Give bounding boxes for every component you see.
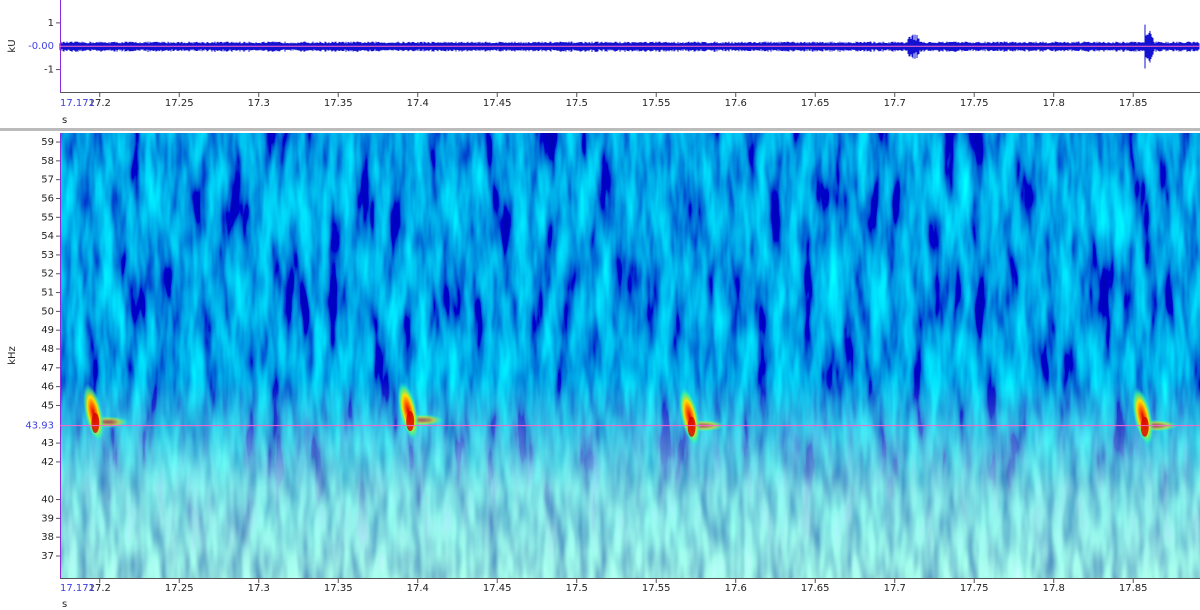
x-tick-label: 17.5 xyxy=(566,583,588,594)
waveform-panel xyxy=(0,0,1200,128)
y-tick-label: 43.93 xyxy=(25,421,54,432)
x-tick-label: 17.55 xyxy=(642,583,671,594)
y-tick-label: -0.00 xyxy=(28,41,54,52)
y-tick-label: 1 xyxy=(48,18,54,29)
y-tick-label: 39 xyxy=(41,513,54,524)
y-tick-label: 57 xyxy=(41,175,54,186)
x-tick-label: 17.4 xyxy=(407,583,429,594)
y-tick-label: 59 xyxy=(41,137,54,148)
x-tick-label: 17.7 xyxy=(884,583,906,594)
y-tick-label: 37 xyxy=(41,551,54,562)
x-tick-label: 17.75 xyxy=(960,98,989,109)
call-event xyxy=(82,383,130,443)
x-tick-label: 17.8 xyxy=(1043,98,1065,109)
y-tick-label: 55 xyxy=(41,212,54,223)
spectrogram-low-band xyxy=(60,133,1200,578)
y-tick-label: -1 xyxy=(44,65,54,76)
x-cursor-label: 17.172 xyxy=(60,98,95,109)
x-tick-label: 17.65 xyxy=(801,98,830,109)
y-tick-label: 49 xyxy=(41,325,54,336)
y-tick-label: 50 xyxy=(41,306,54,317)
x-tick-label: 17.3 xyxy=(248,583,270,594)
y-tick-label: 54 xyxy=(41,231,54,242)
y-tick-label: 47 xyxy=(41,363,54,374)
x-tick-label: 17.2 xyxy=(89,98,111,109)
call-core xyxy=(406,411,415,432)
x-tick-label: 17.35 xyxy=(324,98,353,109)
y-tick-label: 42 xyxy=(41,457,54,468)
call-core xyxy=(1140,416,1149,437)
x-axis-label: s xyxy=(62,599,67,610)
x-tick-label: 17.25 xyxy=(165,583,194,594)
x-cursor-label: 17.172 xyxy=(60,583,95,594)
x-tick-label: 17.4 xyxy=(407,98,429,109)
y-tick-label: 53 xyxy=(41,250,54,261)
x-tick-label: 17.25 xyxy=(165,98,194,109)
x-tick-label: 17.3 xyxy=(248,98,270,109)
x-tick-label: 17.85 xyxy=(1119,583,1148,594)
y-tick-label: 45 xyxy=(41,400,54,411)
y-tick-label: 52 xyxy=(41,269,54,280)
x-axis-label: s xyxy=(62,115,67,126)
x-tick-label: 17.75 xyxy=(960,583,989,594)
y-tick-label: 46 xyxy=(41,382,54,393)
x-tick-label: 17.55 xyxy=(642,98,671,109)
y-axis-label: kU xyxy=(7,39,18,52)
y-tick-label: 51 xyxy=(41,288,54,299)
call-core xyxy=(91,412,100,433)
y-tick-label: 38 xyxy=(41,532,54,543)
call-core xyxy=(687,416,696,437)
x-tick-label: 17.45 xyxy=(483,583,512,594)
x-tick-label: 17.85 xyxy=(1119,98,1148,109)
y-tick-label: 56 xyxy=(41,193,54,204)
y-tick-label: 43 xyxy=(41,438,54,449)
x-tick-label: 17.8 xyxy=(1043,583,1065,594)
x-tick-label: 17.6 xyxy=(725,583,747,594)
x-tick-label: 17.7 xyxy=(884,98,906,109)
x-tick-label: 17.45 xyxy=(483,98,512,109)
waveform-chart: 1 -0.00 -1 17.2 17.25 17.3 17.35 17.4 17.45 17.5 1… xyxy=(7,0,1200,126)
x-tick-label: 17.35 xyxy=(324,583,353,594)
y-axis-label: kHz xyxy=(7,346,18,365)
y-tick-label: 40 xyxy=(41,495,54,506)
spectrogram-chart: 59 58 57 56 55 54 53 52 51 50 49 48 47 46 45 43.93 43 42 4… xyxy=(7,133,1200,610)
x-tick-label: 17.65 xyxy=(801,583,830,594)
x-tick-label: 17.2 xyxy=(89,583,111,594)
x-tick-label: 17.5 xyxy=(566,98,588,109)
y-tick-label: 58 xyxy=(41,156,54,167)
y-tick-label: 48 xyxy=(41,344,54,355)
x-tick-label: 17.6 xyxy=(725,98,747,109)
